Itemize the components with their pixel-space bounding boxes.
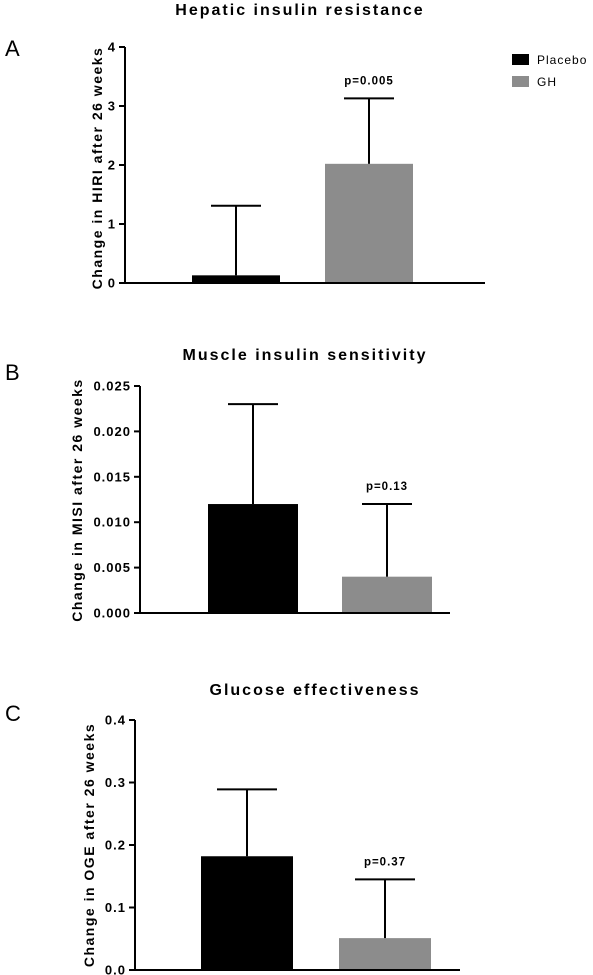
panel-b-bar-gh [342, 576, 432, 613]
panel-a-letter: A [5, 36, 20, 61]
panel-c-plot: 0.0 0.1 0.2 0.3 0.4 p=0.37 [105, 713, 460, 975]
panel-c-ytick-label: 0.1 [105, 900, 126, 915]
legend-label-gh: GH [537, 75, 557, 89]
panel-c-ytick-label: 0.4 [105, 713, 126, 728]
panel-a-bar-placebo [192, 275, 280, 283]
panel-c-ylabel: Change in OGE after 26 weeks [81, 723, 97, 967]
panel-a-plot: 0 1 2 3 4 p=0.005 [108, 40, 485, 291]
panel-c: Glucose effectiveness C Change in OGE af… [5, 682, 460, 975]
panel-b-letter: B [5, 360, 20, 385]
panel-c-ytick-label: 0.2 [105, 838, 126, 853]
panel-a-ylabel: Change in HIRI after 26 weeks [89, 47, 105, 290]
panel-c-bar-placebo [201, 856, 293, 970]
panel-a-bar-gh [325, 163, 413, 283]
panel-b-p-value: p=0.13 [366, 481, 408, 493]
panel-b-ylabel: Change in MISI after 26 weeks [69, 378, 85, 621]
panel-a-ytick-label: 3 [108, 99, 116, 114]
panel-b-plot: 0.000 0.005 0.010 0.015 0.020 0.025 p=0.13 [93, 379, 450, 621]
panel-c-title: Glucose effectiveness [210, 682, 421, 699]
panel-b-ytick-label: 0.000 [93, 606, 131, 621]
legend: Placebo GH [512, 53, 587, 89]
legend-swatch-gh [512, 76, 529, 87]
panel-a-ytick-label: 0 [108, 276, 116, 291]
panel-b-ytick-label: 0.015 [93, 469, 131, 484]
panel-a-p-value: p=0.005 [344, 75, 394, 87]
panel-c-ytick-label: 0.0 [105, 963, 126, 975]
panel-b: Muscle insulin sensitivity B Change in M… [5, 347, 450, 622]
panel-a-ytick-label: 4 [108, 40, 116, 55]
panel-a-title: Hepatic insulin resistance [175, 2, 424, 19]
legend-swatch-placebo [512, 54, 529, 65]
panel-b-ytick-label: 0.025 [93, 379, 131, 394]
panel-b-ytick-label: 0.010 [93, 515, 131, 530]
legend-label-placebo: Placebo [537, 53, 587, 67]
panel-c-p-value: p=0.37 [364, 856, 406, 868]
panel-c-bar-gh [339, 938, 431, 970]
panel-a-ytick-label: 1 [108, 217, 116, 232]
panel-c-letter: C [5, 701, 21, 726]
panel-c-ytick-label: 0.3 [105, 775, 126, 790]
panel-b-ytick-label: 0.020 [93, 424, 131, 439]
panel-a-ytick-label: 2 [108, 158, 116, 173]
panel-b-bar-placebo [208, 504, 298, 613]
panel-b-ytick-label: 0.005 [93, 560, 131, 575]
panel-a: Hepatic insulin resistance A Change in H… [5, 2, 485, 291]
panel-b-title: Muscle insulin sensitivity [183, 347, 428, 364]
